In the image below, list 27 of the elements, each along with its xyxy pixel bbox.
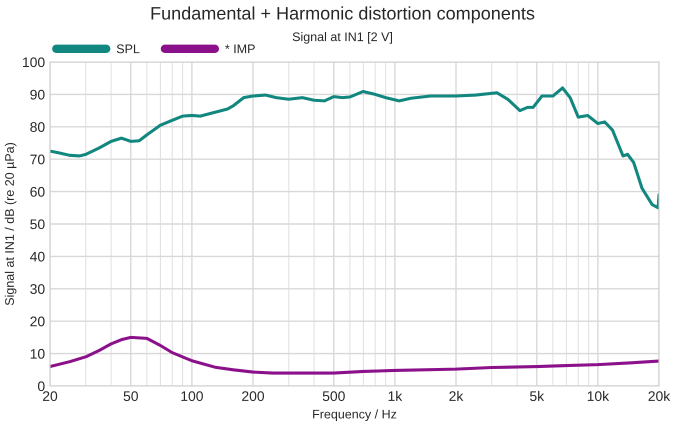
- y-tick-label: 0: [38, 381, 45, 392]
- y-tick-label: 10: [30, 348, 45, 359]
- x-tick-label: 100: [181, 391, 203, 402]
- y-tick-label: 50: [30, 219, 45, 230]
- x-tick-label: 1k: [388, 390, 402, 401]
- x-axis-title: Frequency / Hz: [313, 409, 396, 422]
- x-tick-label: 20k: [648, 390, 670, 402]
- y-tick-label: 20: [30, 316, 45, 326]
- y-axis-title: Signal at IN1 / dB (re 20 µPa): [4, 143, 16, 306]
- y-tick-label: 30: [30, 284, 45, 294]
- y-tick-label: 40: [30, 252, 45, 262]
- x-tick-label: 10k: [588, 390, 610, 402]
- y-tick-label: 100: [23, 57, 45, 68]
- y-tick-label: 70: [30, 154, 45, 164]
- x-tick-label: 2k: [449, 390, 464, 401]
- x-tick-label: 20: [42, 391, 58, 402]
- y-tick-label: 90: [30, 90, 45, 100]
- y-tick-label: 80: [30, 122, 45, 132]
- chart-subtitle: Signal at IN1 [2 V]: [292, 32, 392, 44]
- x-tick-label: 50: [124, 391, 138, 402]
- chart-title: Fundamental + Harmonic distortion components: [152, 6, 534, 24]
- legend-label: * IMP: [225, 44, 255, 54]
- y-tick-label: 60: [30, 186, 45, 197]
- x-tick-label: 200: [242, 391, 264, 402]
- legend-label: SPL: [116, 44, 140, 54]
- x-tick-label: 5k: [530, 390, 544, 402]
- x-tick-label: 500: [322, 391, 345, 402]
